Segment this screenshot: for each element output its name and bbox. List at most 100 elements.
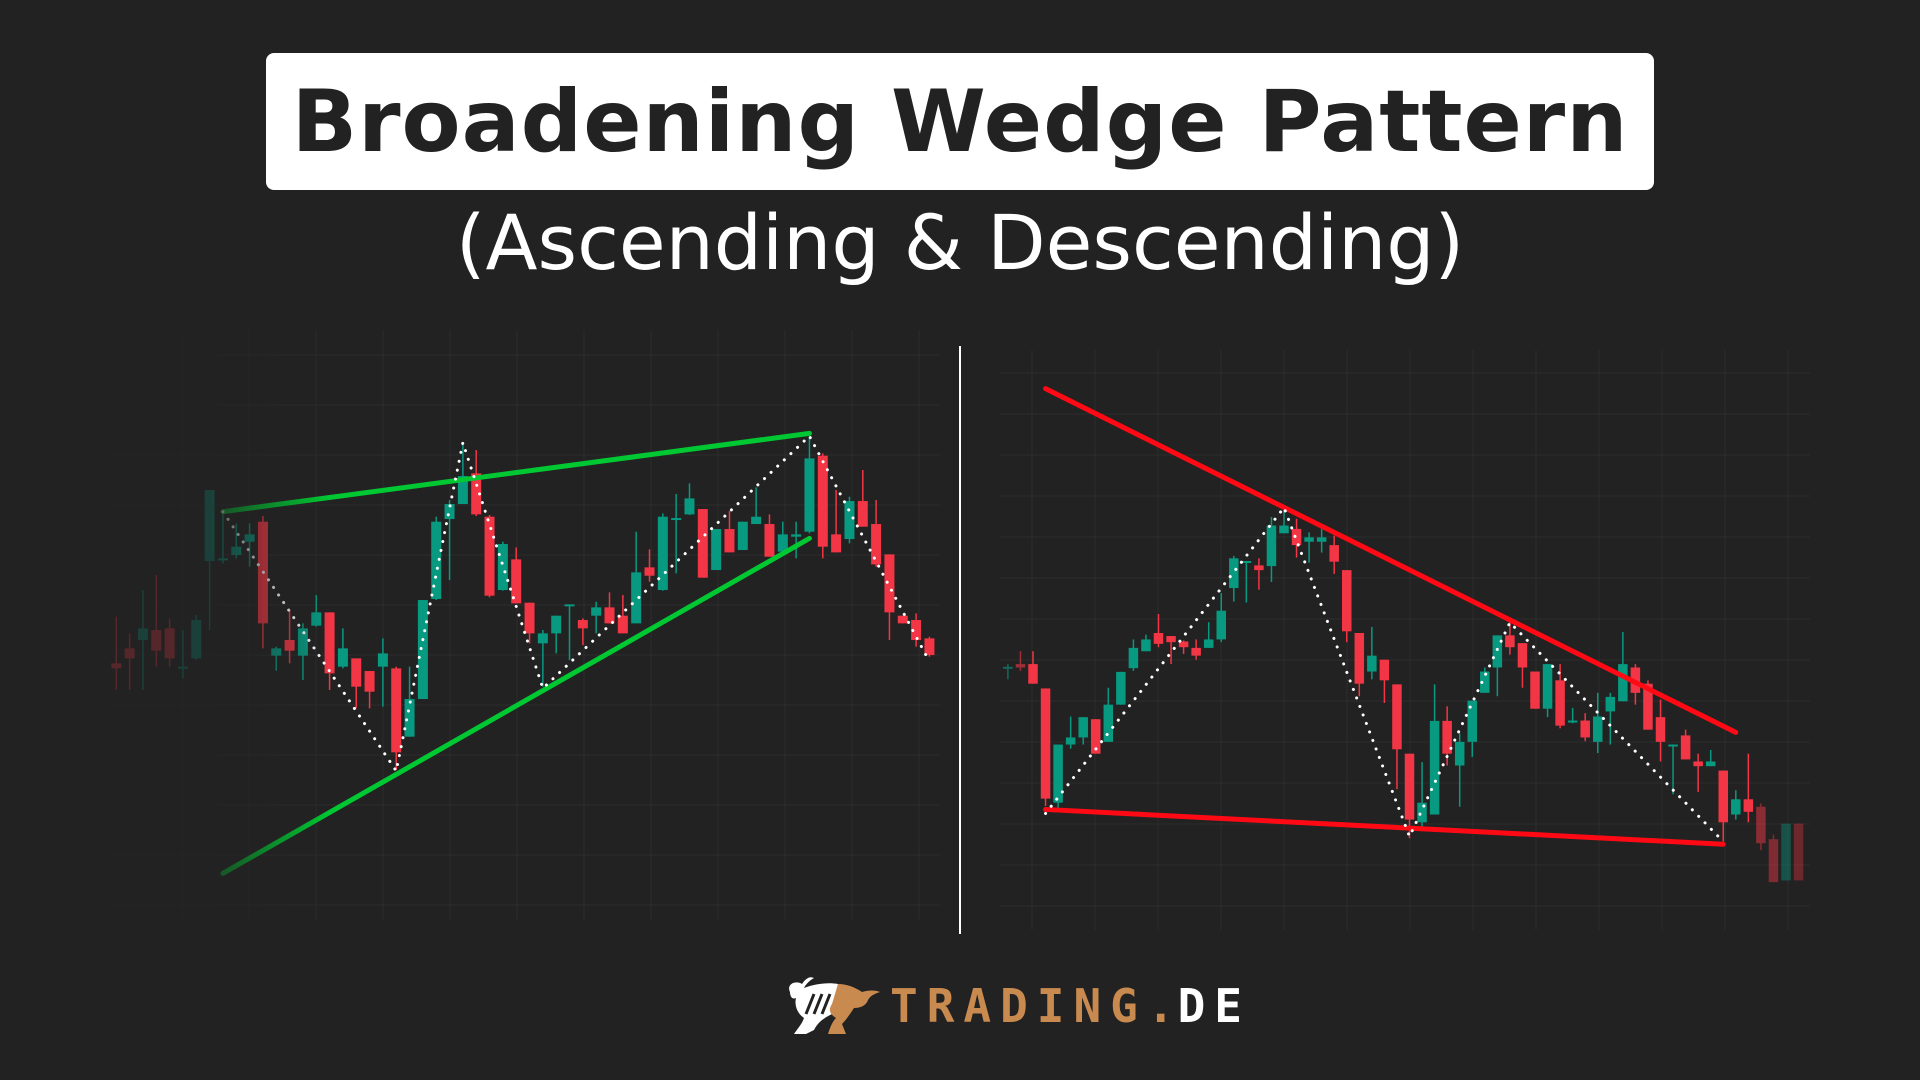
candle-bullish: [204, 490, 215, 631]
candle-bearish: [644, 549, 655, 582]
candle-bullish: [1542, 664, 1553, 718]
candle-bullish: [497, 541, 508, 591]
candle-bearish: [1392, 684, 1402, 790]
candle-body: [1116, 671, 1126, 705]
candle-body: [1053, 744, 1063, 803]
page-title: Broadening Wedge Pattern: [291, 71, 1629, 172]
candle-body: [911, 620, 922, 641]
candle-bearish: [351, 658, 362, 709]
candle-bearish: [577, 618, 588, 646]
candle-body: [1718, 770, 1728, 823]
candle-bullish: [1103, 687, 1114, 742]
candle-body: [817, 455, 828, 547]
candle-bearish: [1153, 614, 1164, 648]
candle-body: [1517, 643, 1528, 668]
candle-bearish: [1693, 753, 1703, 792]
candle-bearish: [831, 490, 842, 553]
candle-bearish: [911, 613, 922, 647]
candle-body: [924, 638, 935, 656]
candle-body: [657, 516, 668, 591]
trendline-support: [220, 535, 812, 876]
candle-body: [537, 633, 548, 644]
candle-body: [1781, 823, 1791, 881]
candle-body: [564, 604, 575, 607]
candle-body: [1417, 802, 1427, 823]
candle-body: [1618, 664, 1628, 702]
candle-bullish: [657, 513, 668, 591]
candle-body: [324, 612, 335, 674]
candle-bullish: [1781, 823, 1791, 881]
candle-bullish: [711, 529, 722, 571]
descending-broadening-wedge-chart: [1000, 350, 1810, 930]
candle-bullish: [1229, 555, 1239, 602]
candle-bearish: [1379, 659, 1390, 703]
candle-body: [457, 476, 468, 505]
candle-bullish: [1266, 517, 1277, 582]
candle-body: [737, 521, 748, 551]
candle-bullish: [1241, 561, 1252, 603]
candle-bearish: [111, 616, 122, 691]
candle-body: [1680, 735, 1691, 760]
candle-body: [1266, 525, 1277, 567]
candle-body: [1291, 528, 1302, 546]
page-subtitle: (Ascending & Descending): [455, 198, 1465, 287]
candle-body: [377, 653, 388, 667]
candle-body: [1467, 700, 1477, 742]
candle-body: [1768, 839, 1779, 883]
trendline-resistance: [1043, 386, 1739, 735]
candle-body: [1655, 717, 1666, 742]
candle-bullish: [791, 521, 802, 559]
candle-bearish: [484, 515, 495, 598]
candle-bearish: [1178, 640, 1189, 654]
candle-bullish: [1467, 700, 1477, 758]
candle-body: [1153, 633, 1164, 644]
candle-body: [697, 509, 708, 578]
candle-body: [1254, 565, 1264, 571]
candle-bearish: [924, 636, 935, 657]
candle-bearish: [857, 470, 868, 527]
candle-body: [604, 607, 615, 624]
candle-body: [777, 534, 788, 552]
candle-bearish: [1768, 834, 1779, 883]
candle-bullish: [1480, 667, 1490, 693]
candle-bullish: [1454, 733, 1465, 807]
candle-bearish: [524, 602, 535, 644]
candle-bearish: [164, 618, 175, 667]
candle-bullish: [684, 483, 695, 516]
bull-icon: [789, 977, 880, 1034]
candle-body: [1316, 537, 1327, 542]
candle-bearish: [124, 633, 135, 691]
candle-body: [391, 668, 402, 753]
candle-bullish: [1731, 790, 1741, 820]
candle-body: [1530, 671, 1540, 709]
candle-body: [1668, 744, 1678, 747]
candle-bullish: [231, 523, 242, 559]
candle-body: [1178, 641, 1189, 648]
candle-bullish: [1141, 634, 1151, 652]
candle-bearish: [1354, 633, 1365, 697]
candle-bullish: [1492, 635, 1503, 697]
candle-body: [1392, 684, 1402, 750]
candle-body: [1379, 659, 1390, 681]
candle-body: [1065, 737, 1076, 745]
candle-body: [1304, 537, 1314, 542]
candle-body: [191, 620, 202, 659]
candle-bullish: [311, 595, 322, 627]
candle-body: [1091, 719, 1101, 754]
candle-body: [204, 490, 215, 562]
candle-body: [671, 518, 682, 521]
candle-bearish: [391, 666, 402, 771]
candle-body: [1128, 647, 1139, 669]
candle-bearish: [1166, 636, 1176, 665]
candle-bearish: [884, 554, 895, 641]
candle-bearish: [511, 547, 522, 604]
candle-bullish: [1605, 692, 1616, 745]
candle-body: [417, 600, 428, 700]
candle-bullish: [1304, 532, 1314, 563]
candle-body: [1203, 639, 1214, 648]
candle-bearish: [604, 592, 615, 624]
candle-body: [1028, 664, 1038, 684]
candle-body: [1329, 545, 1339, 562]
candle-bearish: [1517, 643, 1528, 688]
candle-bullish: [1203, 622, 1214, 648]
